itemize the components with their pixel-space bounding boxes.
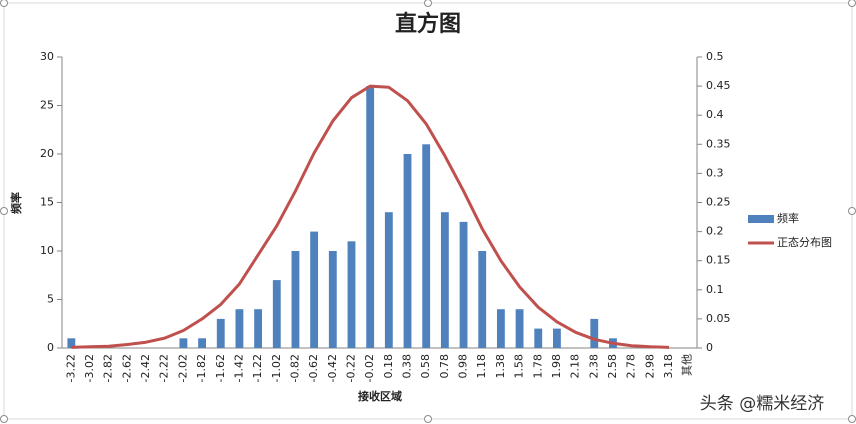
x-tick-label: 0.58 (419, 354, 432, 379)
bar (515, 309, 524, 348)
y2-tick-label: 0 (706, 341, 713, 354)
y2-tick-label: 0.25 (706, 196, 731, 209)
bar (384, 212, 393, 348)
bar (179, 338, 188, 348)
x-tick-label: 2.58 (606, 354, 619, 379)
x-tick-label: 其他 (681, 354, 694, 376)
x-tick-label: -0.22 (344, 354, 357, 382)
y2-tick-label: 0.2 (706, 225, 724, 238)
x-tick-label: -2.62 (120, 354, 133, 382)
line (71, 84, 670, 349)
bar (310, 231, 319, 348)
x-tick-label: 0.18 (382, 354, 395, 379)
x-tick-label: 2.18 (569, 354, 582, 379)
x-tick-label: -1.42 (232, 354, 245, 382)
bar (216, 318, 225, 348)
bar (459, 221, 468, 348)
y2-tick-label: 0.35 (706, 137, 731, 150)
bar (553, 328, 561, 348)
y-tick-label: 0 (47, 341, 54, 354)
y2-tick-label: 0.1 (706, 283, 724, 296)
resize-handle (424, 0, 432, 7)
chart-title: 直方图 (395, 11, 461, 37)
bar (478, 251, 487, 348)
y-tick-label: 25 (40, 99, 54, 112)
bar (67, 338, 76, 348)
bar (235, 309, 244, 348)
x-tick-label: -3.22 (64, 354, 77, 382)
x-tick-label: -1.62 (214, 354, 227, 382)
x-tick-label: -2.42 (139, 354, 152, 382)
bar (328, 251, 337, 348)
bar (403, 154, 412, 348)
y2-tick-label: 0.15 (706, 254, 731, 267)
watermark: 头条 @糯米经济 (700, 394, 824, 414)
bar (198, 338, 206, 348)
x-tick-label: -2.22 (158, 354, 171, 382)
resize-handle (0, 0, 8, 7)
y-tick-label: 20 (40, 147, 54, 160)
x-tick-label: -0.82 (288, 354, 301, 382)
bar (366, 86, 375, 348)
x-tick-label: 2.38 (587, 354, 600, 379)
x-tick-label: 1.98 (550, 354, 563, 379)
x-tick-label: -3.02 (83, 354, 96, 382)
bar (422, 144, 431, 348)
bar (590, 318, 599, 348)
x-tick-label: -0.02 (363, 354, 376, 382)
x-tick-label: -0.42 (326, 354, 339, 382)
x-tick-label: -1.22 (251, 354, 264, 382)
x-tick-label: 0.38 (401, 354, 414, 379)
x-tick-label: -2.02 (176, 354, 189, 382)
x-tick-label: -1.02 (270, 354, 283, 382)
x-tick-label: 1.38 (494, 354, 507, 379)
bar (291, 251, 300, 348)
x-tick-label: 2.78 (625, 354, 638, 379)
x-tick-label: -2.82 (102, 354, 115, 382)
x-tick-label: -0.62 (307, 354, 320, 382)
y2-tick-label: 0.45 (706, 79, 731, 92)
x-tick-label: 2.98 (643, 354, 656, 379)
bar (272, 280, 281, 348)
x-tick-label: 0.78 (438, 354, 451, 379)
y-axis-label: 频率 (9, 192, 23, 214)
x-tick-label: -1.82 (195, 354, 208, 382)
resize-handle (0, 415, 8, 423)
resize-handle (0, 207, 8, 215)
y2-tick-label: 0.4 (706, 108, 724, 121)
bar (347, 241, 356, 348)
x-tick-label: 0.98 (457, 354, 470, 379)
y-tick-label: 5 (47, 293, 54, 306)
legend-label: 正态分布图 (777, 236, 832, 249)
bar (254, 309, 263, 348)
x-tick-label: 3.18 (662, 354, 675, 379)
y-tick-label: 15 (40, 196, 54, 209)
y2-tick-label: 0.5 (706, 50, 724, 63)
x-tick-label: 1.78 (531, 354, 544, 379)
legend-label: 频率 (777, 211, 799, 225)
resize-handle (848, 207, 856, 215)
x-tick-label: 1.58 (513, 354, 526, 379)
bar (496, 309, 505, 348)
x-axis-label: 接收区域 (358, 389, 402, 403)
y-tick-label: 30 (40, 50, 54, 63)
bar (534, 328, 543, 348)
y2-tick-label: 0.3 (706, 166, 724, 179)
x-tick-label: 1.18 (475, 354, 488, 379)
resize-handle (848, 0, 856, 7)
resize-handle (424, 415, 432, 423)
legend-swatch (748, 215, 774, 223)
y2-tick-label: 0.05 (706, 312, 731, 325)
y-tick-label: 10 (40, 244, 54, 257)
resize-handle (848, 415, 856, 423)
bar (440, 212, 449, 348)
